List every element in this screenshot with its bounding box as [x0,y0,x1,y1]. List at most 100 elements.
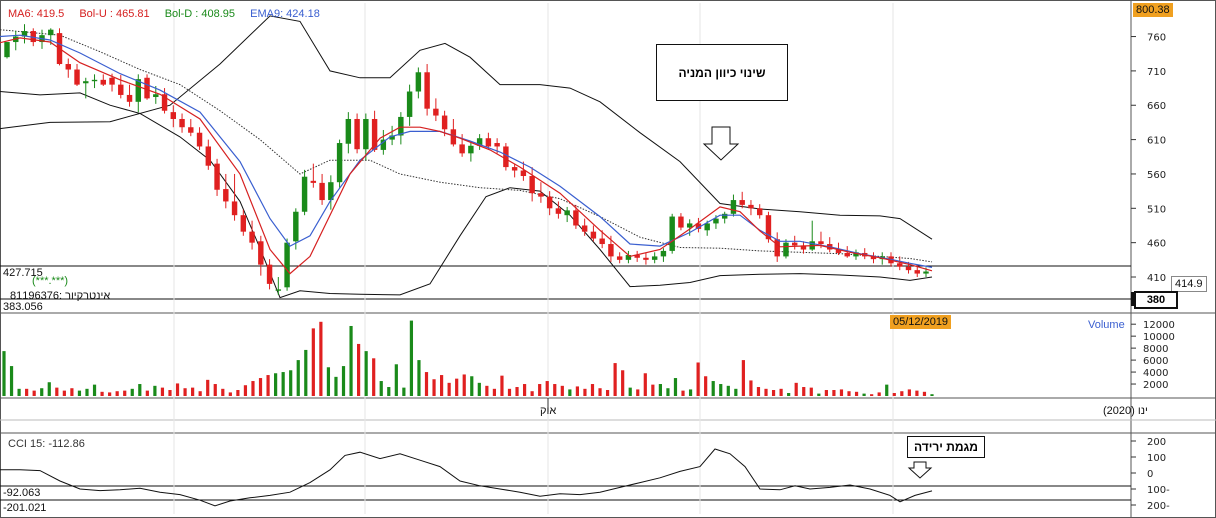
candle-body [485,138,492,147]
volume-bar [771,390,776,396]
candle-body [494,143,500,147]
volume-bar [515,387,519,396]
level-label: 380 [1134,291,1178,309]
candle-body [923,271,929,274]
cci-path [0,448,933,507]
candle-body [503,146,509,168]
volume-bar [130,388,134,396]
candle-body [65,64,71,70]
volume-bar [787,393,791,396]
price-tick-label: 660 [1147,101,1166,112]
candle-body [223,189,229,202]
candles [4,24,929,295]
candle-body [573,210,579,226]
volume-bar [341,366,346,396]
candle-body [634,255,640,258]
candle-body [179,118,185,128]
candle-body [109,77,115,85]
candle-body [433,108,439,116]
volume-bar [538,384,542,396]
volume-bar [191,387,195,396]
volume-bar [153,385,157,396]
candle-body [100,79,106,85]
volume-bar [892,393,896,396]
cci-tick-label: 0 [1147,469,1153,480]
overlap-text-2: אינטרקיור :81196376 [10,290,111,302]
volume-bar [545,381,549,396]
candle-body [205,146,212,166]
volume-bar [590,384,595,396]
candle-body [756,208,763,216]
candle-body [721,213,728,219]
volume-bar [364,351,368,396]
candle-body [792,242,798,246]
candle-body [599,238,605,245]
volume-bar [304,349,308,396]
volume-bar [500,375,504,396]
candle-body [380,139,387,150]
candle-body [196,132,203,147]
volume-bar [839,389,844,396]
volume-bar [673,378,678,396]
volume-bar [455,378,459,396]
down-arrow-large [702,126,740,161]
volume-bar [266,375,270,396]
legend-bold: Bol-D : 408.95 [164,8,236,20]
volume-bar [92,384,97,396]
candle-body [739,200,745,205]
volume-bar [726,385,730,396]
candle-body [240,215,247,232]
cci-tick-label: 200- [1147,501,1170,512]
volume-bar [507,388,512,396]
volume-bar [885,384,889,396]
volume-bar [598,388,602,396]
candle-body [538,193,544,197]
volume-bar [704,376,708,396]
candle-body [441,115,448,130]
volume-bar [922,391,927,396]
candle-body [853,252,859,257]
upper-line-value: 427.715 [3,267,43,279]
candle-body [511,167,518,171]
volume-tick-label: 6000 [1143,356,1168,367]
volume-bar [734,388,738,396]
candle-body [363,118,369,150]
volume-bar [2,351,6,396]
volume-bar [741,360,745,396]
candle-body [450,129,457,145]
volume-tick-label: 4000 [1143,368,1168,379]
date-tag: 05/12/2019 [890,315,952,329]
price-tick-label: 460 [1147,239,1166,250]
volume-bar [77,390,82,396]
candle-body [774,239,780,257]
volume-bar [915,390,919,396]
volume-bar [809,387,813,396]
candle-body [660,250,667,257]
bollinger-lower-line [0,91,933,299]
volume-bar [160,387,165,396]
candle-body [897,263,903,267]
volume-bar [402,387,406,396]
candle-body [30,31,36,43]
candle-body [231,201,238,216]
volume-bar [832,390,836,396]
volume-bar [40,388,44,396]
volume-bar [756,387,761,396]
volume-title: Volume [1088,319,1125,331]
cci-tick-label: 200 [1147,437,1166,448]
candle-body [476,138,483,146]
volume-bar [870,394,874,396]
candle-body [275,289,282,291]
candle-body [301,176,308,212]
candle-body [214,163,220,190]
trend-change-note: שינוי כיוון המניה [656,44,788,101]
candle-body [319,182,325,201]
volume-bar [251,381,255,396]
volume-bar [643,373,647,396]
candle-body [459,144,465,154]
volume-bar [930,394,934,396]
ma6-line [0,37,933,275]
candle-body [564,210,570,216]
cci-lower-value: -201.021 [3,502,47,514]
volume-bar [85,388,89,396]
